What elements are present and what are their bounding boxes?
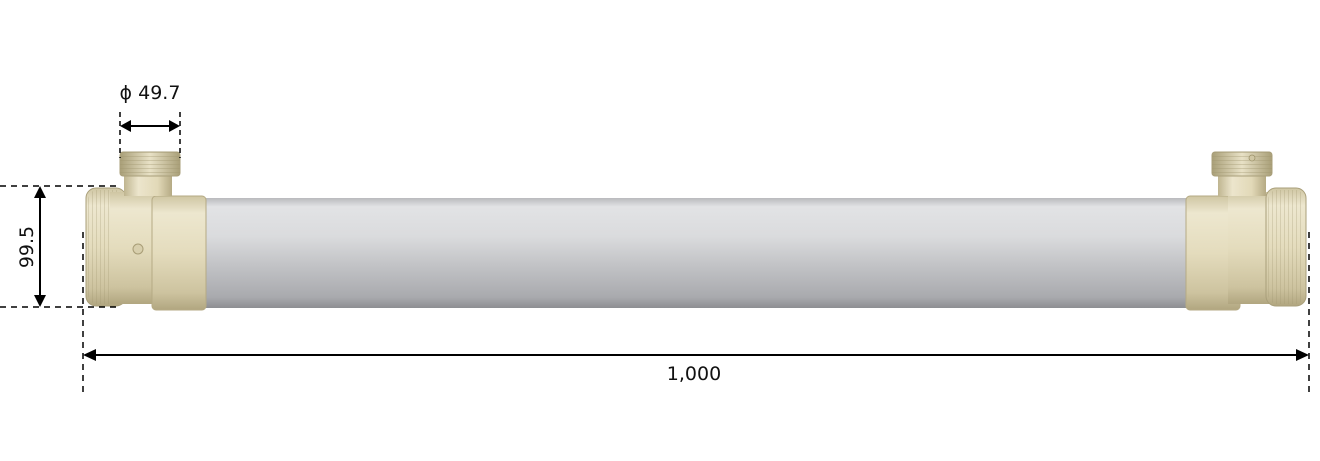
arrow-left-icon [83,349,96,361]
arrow-left-icon [120,120,131,132]
overall-length-dimension: 1,000 [82,232,1310,392]
body-height-label: 99.5 [16,226,38,268]
arrow-right-icon [169,120,180,132]
left-end-fitting [85,151,207,311]
screw-icon [132,243,144,255]
right-end-fitting [1185,151,1307,311]
arrow-right-icon [1296,349,1309,361]
arrow-down-icon [34,295,46,307]
arrow-up-icon [34,186,46,198]
port-diameter-dimension: ϕ 49.7 [119,82,181,158]
port-diameter-label: ϕ 49.7 [120,82,181,104]
housing-tube [190,198,1200,308]
overall-length-label: 1,000 [667,363,721,385]
body-height-dimension: 99.5 [0,185,120,308]
